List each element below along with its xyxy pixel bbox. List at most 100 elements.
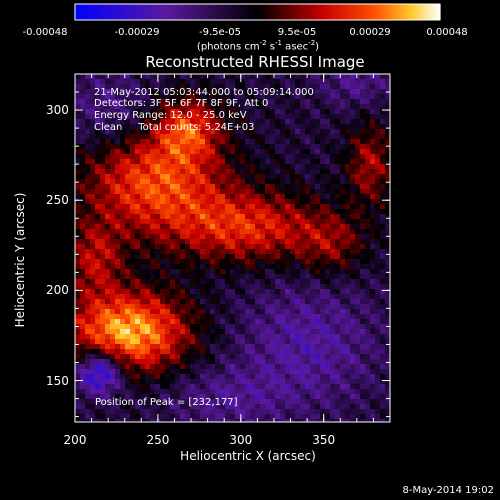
heatmap-cell <box>255 309 261 315</box>
heatmap-cell <box>80 394 86 400</box>
heatmap-cell <box>280 199 286 205</box>
heatmap-cell <box>285 354 291 360</box>
heatmap-cell <box>200 254 206 260</box>
heatmap-cell <box>255 174 261 180</box>
heatmap-cell <box>95 219 101 225</box>
heatmap-cell <box>135 359 141 365</box>
heatmap-cell <box>185 204 191 210</box>
colorbar-segment <box>427 4 432 20</box>
heatmap-cell <box>360 309 366 315</box>
heatmap-cell <box>135 279 141 285</box>
heatmap-cell <box>125 234 131 240</box>
heatmap-cell <box>330 359 336 365</box>
heatmap-cell <box>360 124 366 130</box>
heatmap-cell <box>170 174 176 180</box>
heatmap-cell <box>275 259 281 265</box>
heatmap-cell <box>135 219 141 225</box>
heatmap-cell <box>285 84 291 90</box>
colorbar-frame <box>74 3 441 21</box>
heatmap-cell <box>265 369 271 375</box>
heatmap-cell <box>110 169 116 175</box>
heatmap-cell <box>230 284 236 290</box>
heatmap-cell <box>365 159 371 165</box>
heatmap-cell <box>280 414 286 420</box>
heatmap-cell <box>140 379 146 385</box>
heatmap-cell <box>330 114 336 120</box>
heatmap-cell <box>210 314 216 320</box>
heatmap-cell <box>285 134 291 140</box>
heatmap-cell <box>215 214 221 220</box>
heatmap-cell <box>315 154 321 160</box>
heatmap-cell <box>385 169 391 175</box>
heatmap-cell <box>295 319 301 325</box>
heatmap-cell <box>155 279 161 285</box>
heatmap-cell <box>380 259 386 265</box>
heatmap-cell <box>95 289 101 295</box>
heatmap-cell <box>355 294 361 300</box>
heatmap-cell <box>355 224 361 230</box>
heatmap-cell <box>220 134 226 140</box>
heatmap-cell <box>165 139 171 145</box>
heatmap-cell <box>115 254 121 260</box>
heatmap-cell <box>175 284 181 290</box>
heatmap-cell <box>220 409 226 415</box>
heatmap-cell <box>110 139 116 145</box>
heatmap-cell <box>190 269 196 275</box>
chart-title: Reconstructed RHESSI Image <box>145 53 365 71</box>
heatmap-cell <box>310 289 316 295</box>
heatmap-cell <box>340 319 346 325</box>
heatmap-cell <box>280 184 286 190</box>
heatmap-cell <box>95 269 101 275</box>
heatmap-cell <box>115 319 121 325</box>
heatmap-cell <box>180 89 186 95</box>
colorbar-segment <box>257 4 262 20</box>
heatmap-cell <box>305 249 311 255</box>
heatmap-cell <box>145 174 151 180</box>
heatmap-cell <box>325 94 331 100</box>
heatmap-cell <box>190 419 196 423</box>
heatmap-cell <box>110 249 116 255</box>
heatmap-cell <box>245 389 251 395</box>
heatmap-cell <box>170 349 176 355</box>
heatmap-cell <box>120 364 126 370</box>
heatmap-cell <box>195 329 201 335</box>
heatmap-cell <box>155 289 161 295</box>
heatmap-cell <box>205 104 211 110</box>
heatmap-cell <box>195 129 201 135</box>
colorbar-segment <box>202 4 207 20</box>
heatmap-cell <box>120 389 126 395</box>
heatmap-cell <box>360 134 366 140</box>
heatmap-cell <box>225 299 231 305</box>
heatmap-cell <box>170 179 176 185</box>
heatmap-cell <box>340 199 346 205</box>
heatmap-cell <box>300 294 306 300</box>
heatmap-cell <box>175 314 181 320</box>
heatmap-cell <box>85 219 91 225</box>
heatmap-cell <box>260 184 266 190</box>
heatmap-cell <box>350 179 356 185</box>
heatmap-cell <box>340 109 346 115</box>
heatmap-cell <box>145 204 151 210</box>
colorbar-tick-label: -0.00029 <box>114 27 160 38</box>
heatmap-cell <box>215 194 221 200</box>
heatmap-cell <box>345 144 351 150</box>
heatmap-cell <box>350 419 356 423</box>
heatmap-cell <box>345 109 351 115</box>
heatmap-cell <box>275 384 281 390</box>
heatmap-cell <box>350 189 356 195</box>
heatmap-cell <box>325 269 331 275</box>
heatmap-cell <box>335 74 341 80</box>
heatmap-cell <box>130 279 136 285</box>
heatmap-cell <box>300 349 306 355</box>
plot-timestamp: 8-May-2014 19:02 <box>402 485 494 496</box>
heatmap-cell <box>150 259 156 265</box>
heatmap-cell <box>115 169 121 175</box>
heatmap-cell <box>260 224 266 230</box>
heatmap-cell <box>255 239 261 245</box>
heatmap-cell <box>375 314 381 320</box>
heatmap-cell <box>350 129 356 135</box>
heatmap-cell <box>180 244 186 250</box>
heatmap-cell <box>370 294 376 300</box>
heatmap-cell <box>145 319 151 325</box>
heatmap-cell <box>220 149 226 155</box>
